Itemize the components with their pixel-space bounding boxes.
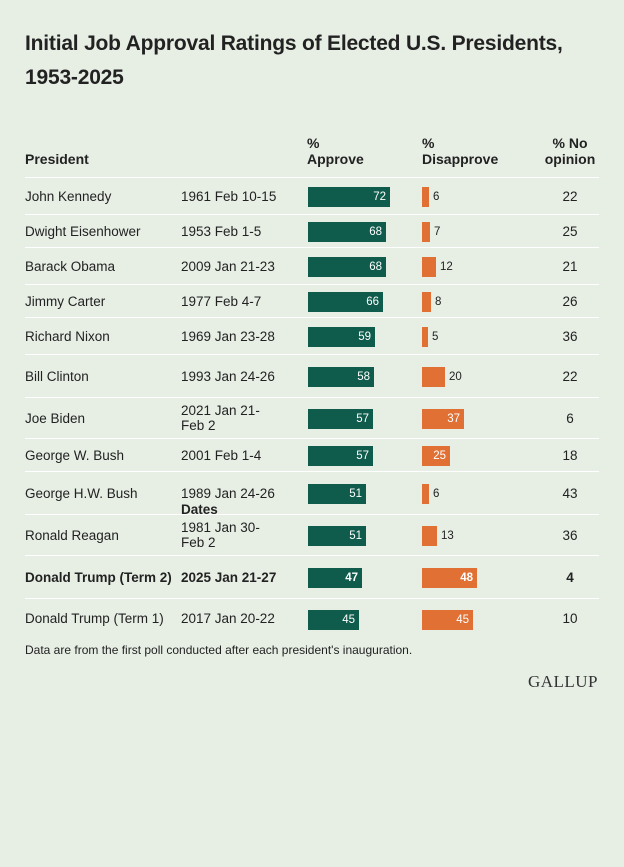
no-opinion-value: 25 (562, 223, 578, 239)
disapprove-bar (422, 610, 473, 630)
disapprove-value: 20 (449, 371, 462, 383)
table-row: Bill Clinton 1993 Jan 24-26 58 20 22 (25, 354, 599, 397)
table-row: Dwight Eisenhower 1953 Feb 1-5 68 7 25 (25, 214, 599, 247)
approval-table: John Kennedy 1961 Feb 10-15 72 6 22 Dwight Ei… (25, 177, 599, 638)
disapprove-value: 12 (440, 261, 453, 273)
disapprove-value: 5 (432, 331, 439, 343)
table-row: Ronald Reagan 1981 Jan 30-Feb 2 51 13 36 (25, 514, 599, 555)
approve-bar: 57 (308, 409, 373, 429)
poll-dates: 1981 Jan 30-Feb 2 (181, 520, 260, 550)
president-name: Jimmy Carter (25, 293, 106, 309)
poll-dates: 1993 Jan 24-26 (181, 368, 275, 384)
disapprove-value: 37 (447, 413, 460, 425)
approve-bar: 59 (308, 327, 375, 347)
disapprove-value: 25 (433, 450, 446, 462)
no-opinion-value: 22 (562, 368, 578, 384)
table-row: Joe Biden 2021 Jan 21-Feb 2 57 37 6 (25, 397, 599, 438)
president-name: Richard Nixon (25, 328, 110, 344)
poll-dates: 1969 Jan 23-28 (181, 328, 275, 344)
president-name: George W. Bush (25, 447, 125, 463)
table-row: John Kennedy 1961 Feb 10-15 72 6 22 (25, 177, 599, 214)
president-name: Donald Trump (Term 1) (25, 611, 164, 626)
disapprove-bar (422, 409, 464, 429)
table-row: George H.W. Bush 1989 Jan 24-26 51 6 43 (25, 471, 599, 514)
disapprove-bar (422, 568, 477, 588)
disapprove-bar (422, 367, 445, 387)
table-row: Donald Trump (Term 1) 2017 Jan 20-22 45 45 1… (25, 598, 599, 638)
no-opinion-value: 43 (562, 485, 578, 501)
disapprove-bar (422, 446, 450, 466)
no-opinion-value: 21 (562, 258, 578, 274)
approve-bar: 68 (308, 222, 386, 242)
header-disapprove: % Disapprove (422, 135, 498, 167)
no-opinion-value: 22 (562, 188, 578, 204)
president-name: Barack Obama (25, 258, 116, 274)
table-row: George W. Bush 2001 Feb 1-4 57 25 18 (25, 438, 599, 471)
disapprove-bar (422, 484, 429, 504)
disapprove-value: 13 (441, 530, 454, 542)
president-name: Joe Biden (25, 410, 86, 426)
disapprove-value: 7 (434, 226, 441, 238)
poll-dates: 1989 Jan 24-26 (181, 485, 275, 501)
approve-bar: 51 (308, 484, 366, 504)
approve-bar: 66 (308, 292, 383, 312)
no-opinion-value: 18 (562, 447, 578, 463)
poll-dates: 2009 Jan 21-23 (181, 258, 275, 274)
header-dates: Dates (181, 501, 218, 517)
disapprove-bar (422, 187, 429, 207)
disapprove-value: 6 (433, 191, 440, 203)
approve-bar: 68 (308, 257, 386, 277)
header-approve-line1: % (307, 135, 320, 151)
header-president: President (25, 151, 89, 167)
header-disapprove-line2: Disapprove (422, 151, 499, 167)
president-name: George H.W. Bush (25, 485, 138, 501)
no-opinion-value: 4 (566, 569, 574, 585)
no-opinion-value: 36 (562, 328, 578, 344)
no-opinion-value: 6 (566, 410, 574, 426)
no-opinion-value: 10 (562, 611, 578, 626)
table-row: Jimmy Carter 1977 Feb 4-7 66 8 26 (25, 284, 599, 317)
disapprove-value: 48 (460, 572, 473, 584)
gallup-logo: GALLUP (527, 672, 598, 691)
header-disapprove-line1: % (422, 135, 435, 151)
header-no-opinion-line2: opinion (544, 151, 596, 167)
approve-bar: 57 (308, 446, 373, 466)
disapprove-bar (422, 222, 430, 242)
disapprove-bar (422, 292, 431, 312)
disapprove-bar (422, 257, 436, 277)
approve-bar: 51 (308, 526, 366, 546)
header-no-opinion: % No opinion (540, 135, 600, 167)
poll-dates: 1961 Feb 10-15 (181, 188, 277, 204)
header-approve-line2: Approve (307, 151, 364, 167)
poll-dates: 1977 Feb 4-7 (181, 293, 262, 309)
disapprove-value: 8 (435, 296, 442, 308)
disapprove-bar (422, 327, 428, 347)
poll-dates: 1953 Feb 1-5 (181, 223, 262, 239)
poll-dates: 2025 Jan 21-27 (181, 569, 277, 585)
table-row: Donald Trump (Term 2) 2025 Jan 21-27 47 48 4 (25, 555, 599, 598)
president-name: Donald Trump (Term 2) (25, 569, 172, 585)
approve-bar: 58 (308, 367, 374, 387)
approve-bar: 45 (308, 610, 359, 630)
footnote: Data are from the first poll conducted a… (25, 643, 413, 657)
disapprove-bar (422, 526, 437, 546)
president-name: Dwight Eisenhower (25, 223, 141, 239)
poll-dates: 2001 Feb 1-4 (181, 447, 262, 463)
chart-title: Initial Job Approval Ratings of Elected … (25, 32, 563, 89)
table-row: Richard Nixon 1969 Jan 23-28 59 5 36 (25, 317, 599, 354)
president-name: John Kennedy (25, 188, 112, 204)
approve-bar: 47 (308, 568, 362, 588)
no-opinion-value: 26 (562, 293, 578, 309)
header-no-opinion-line1: % No (552, 135, 588, 151)
president-name: Ronald Reagan (25, 527, 119, 543)
poll-dates: 2021 Jan 21-Feb 2 (181, 403, 260, 433)
president-name: Bill Clinton (25, 368, 89, 384)
approve-bar: 72 (308, 187, 390, 207)
header-approve: % Approve (307, 135, 364, 167)
disapprove-value: 45 (456, 614, 469, 626)
disapprove-value: 6 (433, 488, 440, 500)
poll-dates: 2017 Jan 20-22 (181, 611, 275, 626)
no-opinion-value: 36 (562, 527, 578, 543)
table-row: Barack Obama 2009 Jan 21-23 68 12 21 (25, 247, 599, 284)
